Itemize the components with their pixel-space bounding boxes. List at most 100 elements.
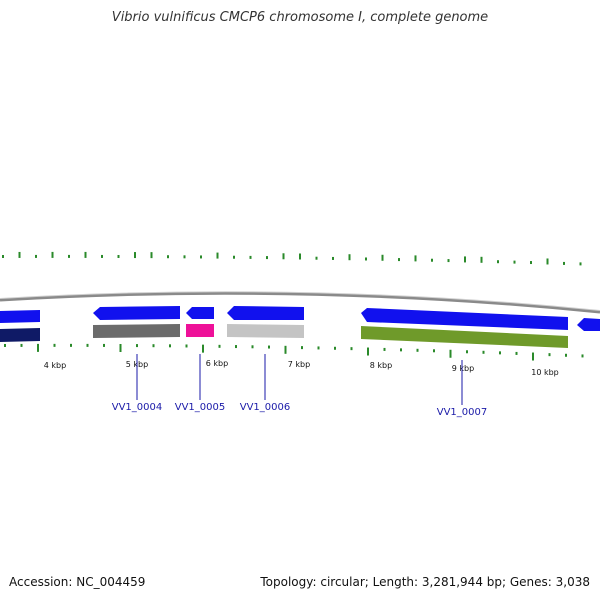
gc-tick bbox=[383, 347, 386, 351]
gc-tick bbox=[499, 351, 501, 355]
gc-tick bbox=[466, 350, 468, 354]
gc-tick bbox=[447, 259, 450, 263]
gc-tick bbox=[530, 261, 532, 265]
cds-arrow-vv1-0005[interactable] bbox=[186, 307, 214, 319]
cds-arrow-vv1-0006[interactable] bbox=[227, 306, 304, 320]
gc-tick bbox=[84, 251, 87, 258]
cds-arrow-vv1-0004[interactable] bbox=[93, 306, 180, 320]
gc-tick bbox=[565, 353, 567, 357]
gc-tick bbox=[431, 258, 433, 262]
feature-bar-navy[interactable] bbox=[0, 328, 40, 342]
gc-tick bbox=[68, 254, 70, 258]
gene-label[interactable]: VV1_0007 bbox=[437, 407, 488, 418]
gc-tick bbox=[579, 262, 582, 266]
scale-label: 6 kbp bbox=[206, 359, 228, 368]
gc-tick bbox=[497, 260, 499, 264]
gc-tick bbox=[515, 351, 518, 355]
gc-tick bbox=[152, 344, 155, 348]
scale-label: 10 kbp bbox=[531, 368, 559, 377]
cds-arrow-right-edge[interactable] bbox=[577, 318, 600, 331]
scale-label: 7 kbp bbox=[288, 360, 310, 369]
gc-tick bbox=[169, 344, 171, 348]
gc-tick bbox=[546, 258, 549, 265]
gc-tick bbox=[350, 347, 353, 351]
gc-tick bbox=[136, 344, 138, 348]
accession-text: Accession: NC_004459 bbox=[9, 575, 146, 589]
gc-tick bbox=[249, 255, 252, 259]
gc-tick bbox=[251, 345, 254, 349]
gene-label[interactable]: VV1_0004 bbox=[112, 402, 163, 413]
gc-tick bbox=[416, 348, 419, 352]
gc-tick bbox=[563, 261, 565, 265]
gene-labels: VV1_0004 VV1_0005 VV1_0006 VV1_0007 bbox=[112, 354, 488, 418]
gc-tick bbox=[398, 258, 400, 262]
gc-tick bbox=[117, 254, 120, 258]
feature-bar-light-gray[interactable] bbox=[227, 324, 304, 338]
cds-arrow-left-edge[interactable] bbox=[0, 310, 40, 323]
gc-tick bbox=[233, 255, 235, 259]
map-title: Vibrio vulnificus CMCP6 chromosome I, co… bbox=[111, 10, 489, 25]
feature-bar-magenta[interactable] bbox=[186, 324, 214, 337]
gc-tick bbox=[37, 343, 39, 352]
gc-tick bbox=[86, 343, 89, 347]
gc-ticks-top bbox=[2, 251, 582, 266]
gc-tick bbox=[482, 350, 485, 354]
gc-tick bbox=[548, 353, 551, 357]
gc-tick bbox=[433, 349, 435, 353]
gc-tick bbox=[134, 252, 136, 259]
feature-bar-olive[interactable] bbox=[361, 326, 568, 348]
gc-tick bbox=[301, 346, 303, 350]
gc-tick bbox=[202, 344, 204, 353]
gc-tick bbox=[532, 352, 534, 361]
gc-tick bbox=[101, 254, 103, 258]
gc-tick bbox=[53, 343, 56, 347]
gc-tick bbox=[235, 345, 237, 349]
scale-labels: 4 kbp 5 kbp 6 kbp 7 kbp 8 kbp 9 kbp 10 kbp bbox=[44, 359, 559, 377]
gc-tick bbox=[381, 254, 384, 261]
gc-tick bbox=[414, 255, 417, 262]
genome-backbone bbox=[0, 291, 600, 314]
feature-bar-dark-gray[interactable] bbox=[93, 324, 180, 338]
gc-tick bbox=[70, 343, 72, 347]
gc-tick bbox=[284, 345, 287, 354]
gc-tick bbox=[18, 251, 21, 258]
scale-label: 9 kbp bbox=[452, 364, 474, 373]
gc-tick bbox=[103, 343, 105, 347]
gc-tick bbox=[315, 256, 318, 260]
gc-ticks-bottom bbox=[4, 343, 584, 361]
scale-label: 4 kbp bbox=[44, 361, 66, 370]
gc-tick bbox=[449, 349, 452, 358]
gc-tick bbox=[332, 256, 334, 260]
gc-tick bbox=[150, 252, 153, 259]
gc-tick bbox=[317, 346, 320, 350]
gc-tick bbox=[367, 347, 369, 356]
gc-tick bbox=[268, 345, 270, 349]
gc-tick bbox=[266, 256, 268, 260]
summary-text: Topology: circular; Length: 3,281,944 bp… bbox=[260, 575, 590, 589]
gc-tick bbox=[334, 346, 336, 350]
gc-tick bbox=[35, 254, 37, 258]
scale-label: 8 kbp bbox=[370, 361, 392, 370]
gc-tick bbox=[183, 255, 186, 259]
gene-label[interactable]: VV1_0006 bbox=[240, 402, 291, 413]
gc-tick bbox=[4, 343, 6, 347]
gc-tick bbox=[167, 255, 169, 259]
gc-tick bbox=[218, 344, 221, 348]
gc-tick bbox=[464, 256, 466, 263]
gc-tick bbox=[200, 255, 202, 259]
gc-tick bbox=[185, 344, 188, 348]
gc-tick bbox=[400, 348, 402, 352]
gc-tick bbox=[216, 252, 219, 259]
gene-label[interactable]: VV1_0005 bbox=[175, 402, 226, 413]
gc-tick bbox=[20, 343, 23, 347]
gc-tick bbox=[365, 257, 367, 261]
cds-arrow-vv1-0007[interactable] bbox=[361, 308, 568, 330]
gc-tick bbox=[581, 354, 584, 358]
gc-tick bbox=[480, 256, 483, 263]
gc-tick bbox=[299, 253, 301, 260]
gc-tick bbox=[51, 251, 54, 258]
gc-tick bbox=[2, 254, 4, 258]
gc-tick bbox=[348, 254, 351, 261]
gc-tick bbox=[513, 260, 516, 264]
